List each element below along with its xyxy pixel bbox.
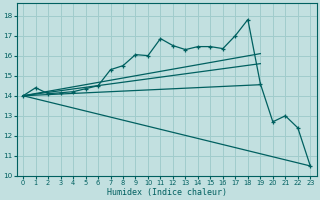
X-axis label: Humidex (Indice chaleur): Humidex (Indice chaleur): [107, 188, 227, 197]
